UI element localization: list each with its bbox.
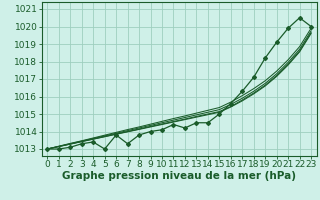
X-axis label: Graphe pression niveau de la mer (hPa): Graphe pression niveau de la mer (hPa) xyxy=(62,171,296,181)
